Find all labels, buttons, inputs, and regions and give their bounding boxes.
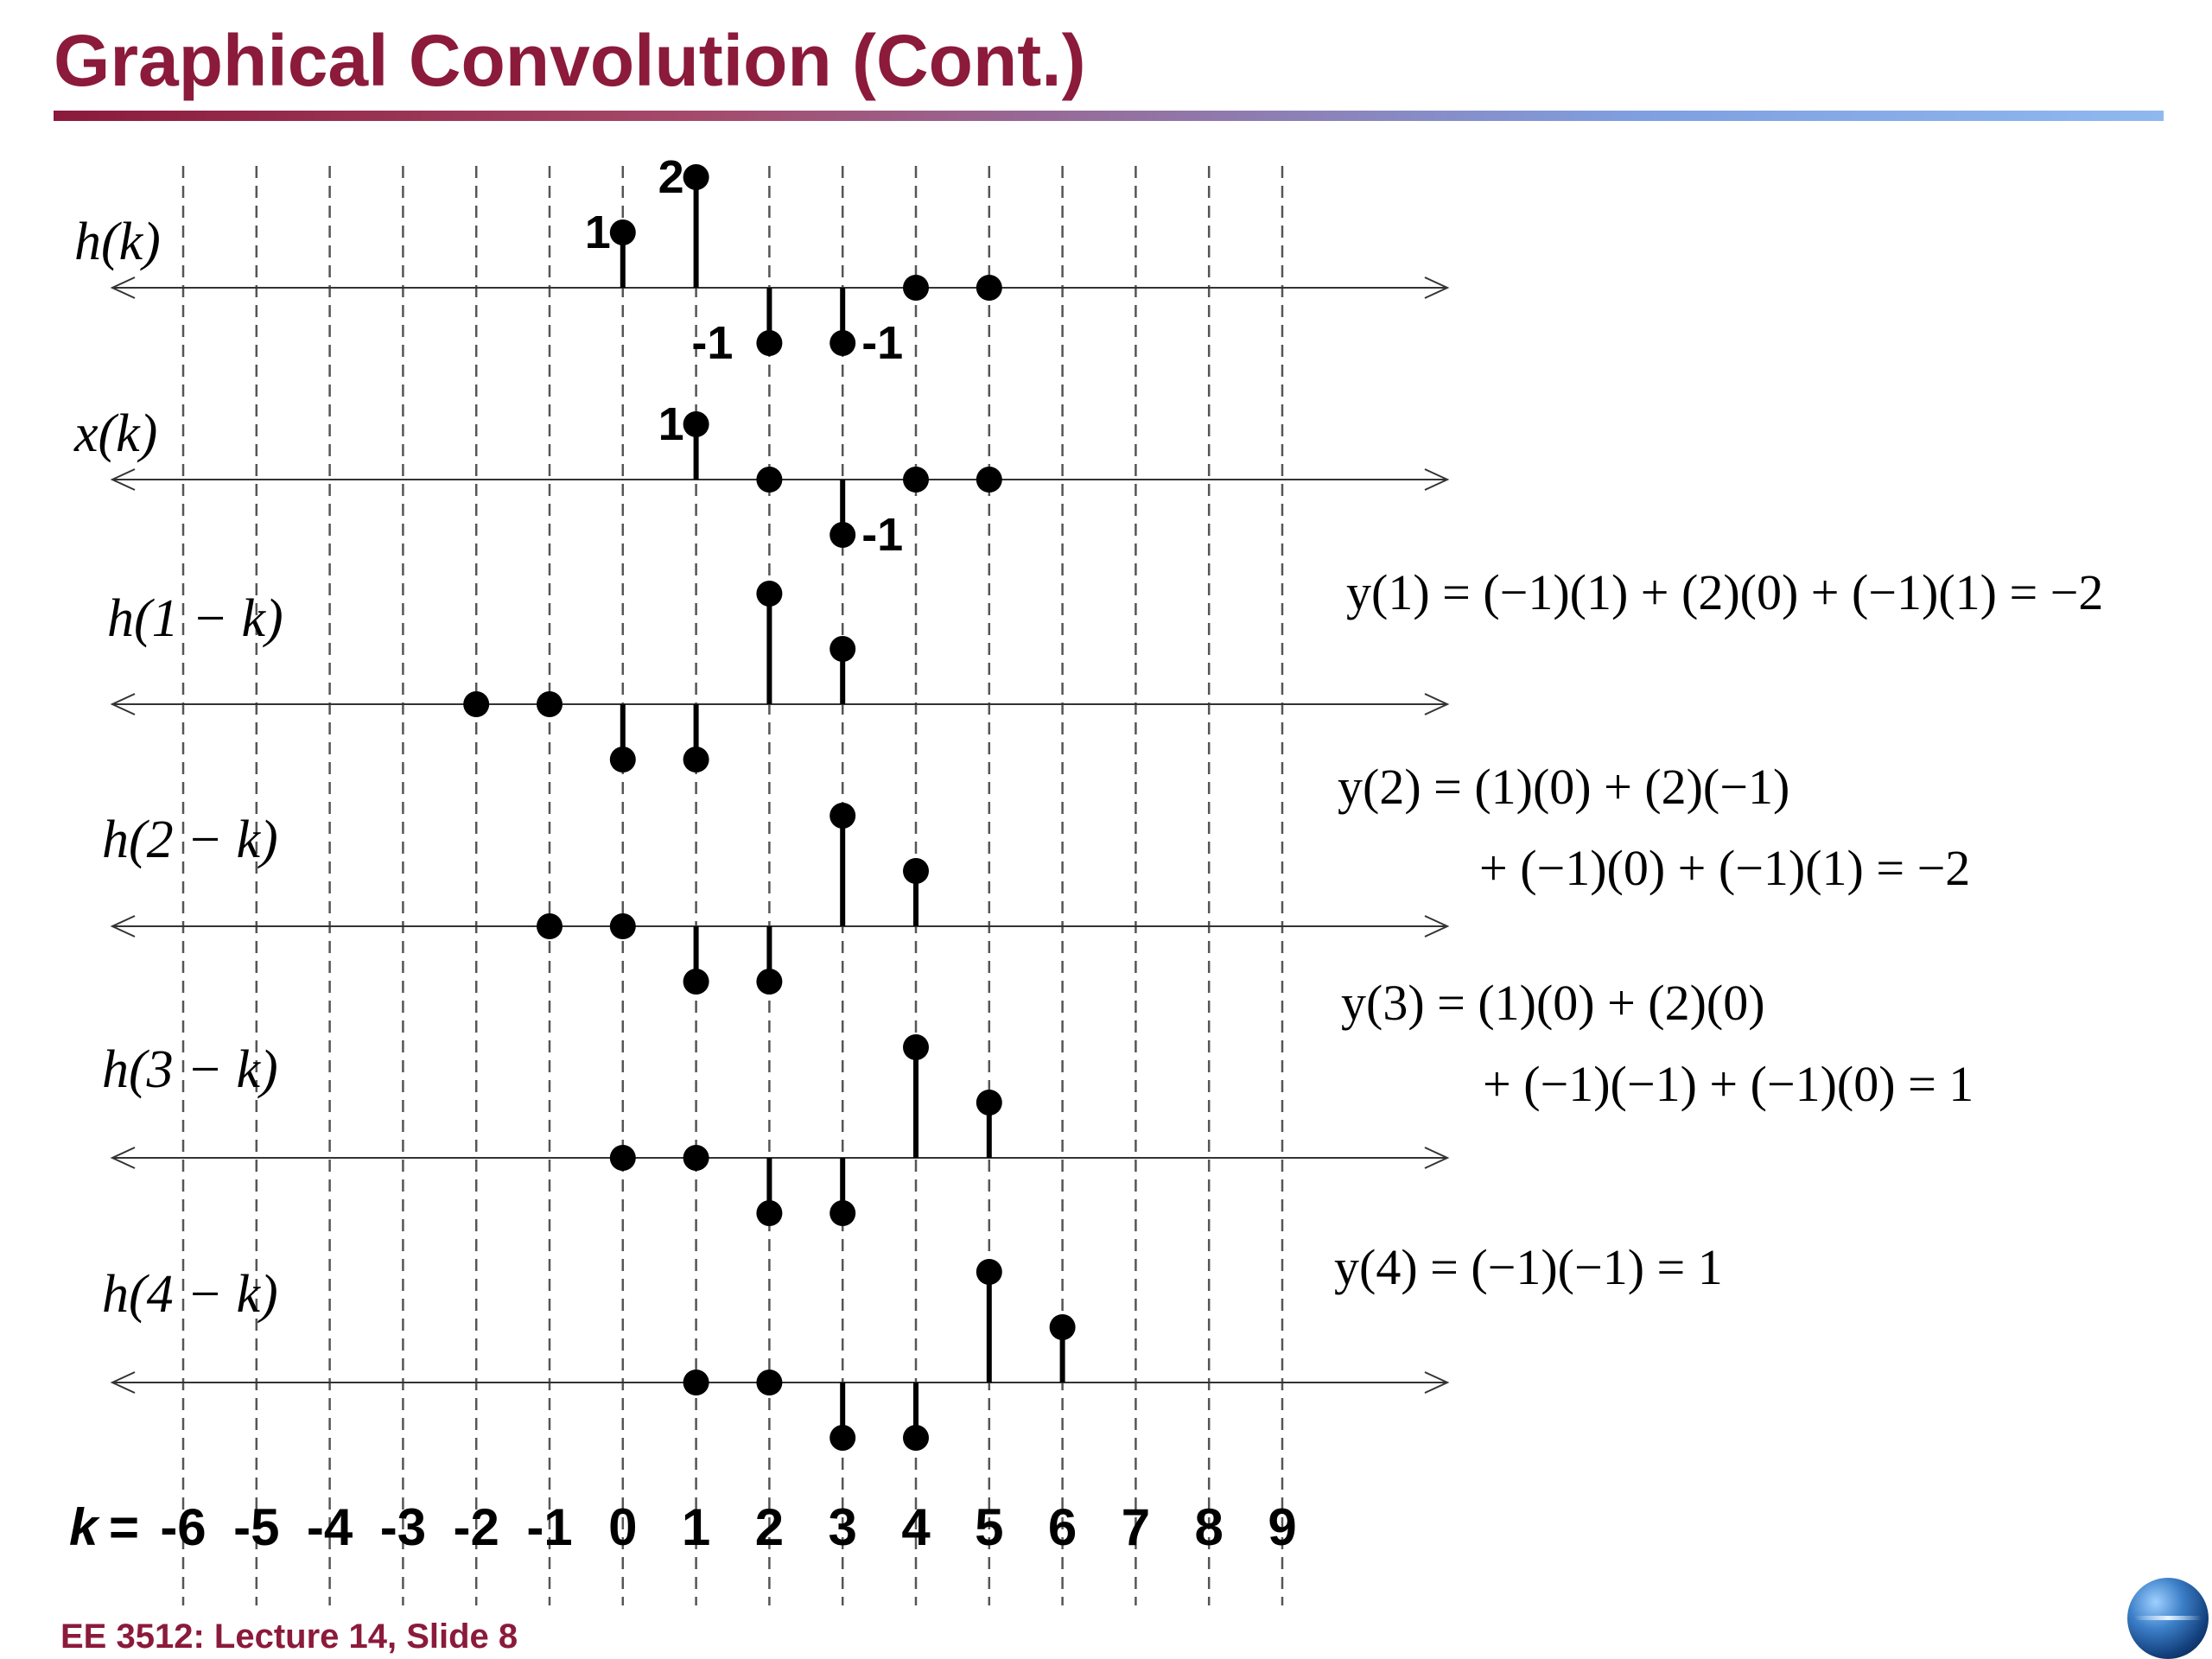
plot-h1: h(1 − k) — [107, 581, 1450, 772]
equation-y2-line1: y(2) = (1)(0) + (2)(−1) — [1338, 759, 1789, 815]
axis-right-arrow-icon — [1424, 1371, 1450, 1394]
sample-h2-k1 — [683, 969, 709, 995]
k-tick-label: 8 — [1195, 1498, 1224, 1556]
plot-label-h2: h(2 − k) — [102, 810, 278, 869]
k-tick-label: 7 — [1122, 1498, 1150, 1556]
k-axis-labels: k = -6 -5 -4 -3 -2 -1 0 1 2 3 4 5 6 7 8 9 — [69, 1498, 1297, 1556]
value-label-h-k0: 1 — [585, 207, 611, 258]
axis-left-arrow-icon — [110, 693, 136, 715]
sample-h-k4 — [903, 275, 929, 301]
axis-left-arrow-icon — [110, 1371, 136, 1394]
sample-h1-k0 — [609, 747, 636, 772]
plot-label-h3: h(3 − k) — [102, 1040, 278, 1099]
globe-logo-icon — [2127, 1578, 2209, 1659]
axis-right-arrow-icon — [1424, 276, 1450, 299]
value-label-x-k1: 1 — [658, 398, 684, 450]
k-tick-label: 0 — [608, 1498, 637, 1556]
k-tick-label: -3 — [380, 1498, 426, 1556]
plot-label-h1: h(1 − k) — [107, 589, 283, 648]
slide-title: Graphical Convolution (Cont.) — [54, 20, 1086, 101]
slide-footer: EE 3512: Lecture 14, Slide 8 — [60, 1618, 518, 1656]
sample-h3-k2 — [756, 1200, 783, 1226]
sample-h4-k5 — [976, 1259, 1002, 1285]
k-tick-label: -5 — [233, 1498, 279, 1556]
plot-h2: h(2 − k) — [102, 803, 1450, 995]
sample-h2-k0 — [609, 913, 636, 939]
sample-x-k1 — [683, 411, 709, 437]
equation-y3-line2: + (−1)(−1) + (−1)(0) = 1 — [1483, 1056, 1974, 1112]
value-label-h-k2: -1 — [691, 317, 733, 369]
sample-h-k5 — [976, 275, 1002, 301]
sample-h4-k4 — [903, 1425, 929, 1451]
k-tick-label: -2 — [454, 1498, 499, 1556]
plot-label-h4: h(4 − k) — [102, 1265, 278, 1324]
axis-left-arrow-icon — [110, 915, 136, 938]
sample-x-k5 — [976, 467, 1002, 493]
plot-h4: h(4 − k) — [102, 1259, 1450, 1451]
sample-h3-k4 — [903, 1034, 929, 1060]
sample-h2-k3 — [830, 803, 856, 829]
equation-y4-line1: y(4) = (−1)(−1) = 1 — [1334, 1239, 1723, 1295]
sample-h1-k1 — [683, 747, 709, 772]
sample-h3-k1 — [683, 1145, 709, 1171]
axis-right-arrow-icon — [1424, 468, 1450, 491]
sample-h-k0 — [609, 219, 636, 245]
sample-h4-k1 — [683, 1370, 709, 1395]
k-tick-label: -4 — [307, 1498, 353, 1556]
equations: y(1) = (−1)(1) + (2)(0) + (−1)(1) = −2 y(… — [1334, 564, 2103, 1295]
equation-y2-line2: + (−1)(0) + (−1)(1) = −2 — [1479, 840, 1970, 896]
sample-x-k4 — [903, 467, 929, 493]
sample-x-k2 — [756, 467, 783, 493]
title-rule — [54, 111, 2164, 121]
plot-h: h(k) 12 -1 -1 — [74, 151, 1450, 369]
k-tick-label: 5 — [975, 1498, 1003, 1556]
axis-right-arrow-icon — [1424, 1147, 1450, 1169]
sample-h1-k-2 — [463, 691, 490, 717]
sample-h4-k3 — [830, 1425, 856, 1451]
sample-h2-k-1 — [537, 913, 563, 939]
k-tick-label: 4 — [901, 1498, 931, 1556]
sample-h3-k5 — [976, 1090, 1002, 1116]
axis-left-arrow-icon — [110, 468, 136, 491]
axis-left-arrow-icon — [110, 1147, 136, 1169]
value-label-h-k3: -1 — [861, 317, 903, 369]
axis-right-arrow-icon — [1424, 693, 1450, 715]
k-tick-label: 3 — [829, 1498, 857, 1556]
sample-x-k3 — [830, 522, 856, 548]
equation-y1-line1: y(1) = (−1)(1) + (2)(0) + (−1)(1) = −2 — [1346, 564, 2103, 620]
sample-h1-k2 — [756, 581, 783, 607]
k-tick-label: 9 — [1268, 1498, 1296, 1556]
k-tick-label: 2 — [755, 1498, 784, 1556]
sample-h1-k-1 — [537, 691, 563, 717]
sample-h1-k3 — [830, 636, 856, 662]
plot-x: x(k) 1 -1 — [73, 398, 1450, 561]
k-tick-label: 1 — [682, 1498, 710, 1556]
sample-h-k2 — [756, 330, 783, 356]
plot-label-h: h(k) — [74, 213, 161, 271]
sample-h-k1 — [683, 164, 709, 190]
sample-h2-k4 — [903, 858, 929, 884]
axis-left-arrow-icon — [110, 276, 136, 299]
sample-h-k3 — [830, 330, 856, 356]
plot-label-x: x(k) — [73, 404, 157, 463]
k-tick-label: -1 — [526, 1498, 572, 1556]
plot-h3: h(3 − k) — [102, 1034, 1450, 1226]
axis-right-arrow-icon — [1424, 915, 1450, 938]
sample-h2-k2 — [756, 969, 783, 995]
signal-plots: h(k) 12-1 -1x(k) 1-1h(1 − k)h(2 − k)h(3 − k… — [73, 151, 1450, 1451]
k-axis-variable: k — [69, 1498, 100, 1556]
value-label-h-k1: 2 — [658, 151, 684, 203]
k-axis-equals: = — [109, 1498, 139, 1556]
sample-h3-k3 — [830, 1200, 856, 1226]
equation-y3-line1: y(3) = (1)(0) + (2)(0) — [1341, 975, 1765, 1031]
sample-h4-k2 — [756, 1370, 783, 1395]
k-tick-label: -6 — [160, 1498, 206, 1556]
sample-h3-k0 — [609, 1145, 636, 1171]
k-tick-label: 6 — [1048, 1498, 1077, 1556]
k-gridlines — [181, 166, 1284, 1605]
value-label-x-k3: -1 — [861, 509, 903, 561]
sample-h4-k6 — [1049, 1314, 1076, 1340]
